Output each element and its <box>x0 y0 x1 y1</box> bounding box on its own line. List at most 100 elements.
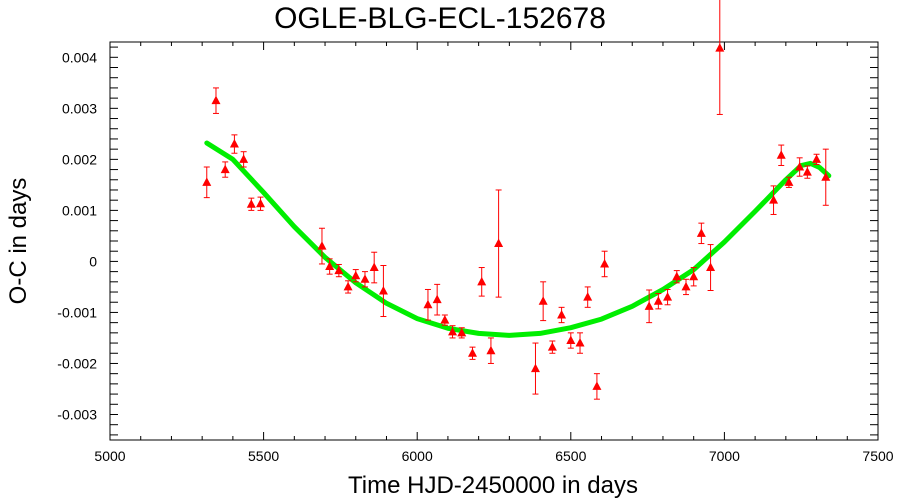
triangle-marker <box>706 262 716 272</box>
data-point <box>644 289 654 324</box>
x-tick-label: 6500 <box>555 448 586 464</box>
triangle-marker <box>229 139 239 148</box>
triangle-marker <box>663 292 673 301</box>
data-point <box>821 148 831 206</box>
triangle-marker <box>360 274 370 283</box>
triangle-marker <box>557 309 567 319</box>
data-point <box>220 161 230 178</box>
data-point <box>583 286 593 308</box>
y-tick-label: -0.002 <box>57 355 97 371</box>
triangle-marker <box>317 241 327 250</box>
triangle-marker <box>351 270 361 280</box>
data-point <box>592 373 602 400</box>
data-point <box>325 258 335 275</box>
data-point <box>423 288 433 321</box>
triangle-marker <box>776 150 786 159</box>
data-point <box>239 151 249 168</box>
triangle-marker <box>672 271 682 281</box>
triangle-marker <box>423 299 433 309</box>
data-point <box>653 293 663 310</box>
x-tick-label: 7500 <box>862 448 893 464</box>
triangle-marker <box>583 292 593 301</box>
triangle-marker <box>653 296 663 305</box>
data-point <box>351 269 361 283</box>
data-point <box>494 189 504 298</box>
data-point <box>369 251 379 284</box>
triangle-marker <box>440 315 450 324</box>
y-tick-label: -0.003 <box>57 406 97 422</box>
data-point <box>776 144 786 166</box>
triangle-marker <box>696 228 706 237</box>
triangle-marker <box>477 276 487 286</box>
y-tick-label: 0.004 <box>62 49 97 65</box>
data-point <box>334 263 344 278</box>
y-tick-label: 0.003 <box>62 100 97 116</box>
data-point <box>689 267 699 287</box>
fit-curve <box>204 140 832 338</box>
data-point <box>360 271 370 288</box>
triangle-marker <box>256 198 266 208</box>
x-tick-label: 7000 <box>709 448 740 464</box>
data-point <box>246 197 256 211</box>
triangle-marker <box>486 345 496 355</box>
data-point <box>575 332 585 354</box>
y-tick-label: 0 <box>89 253 97 269</box>
data-point <box>343 280 353 294</box>
data-point <box>457 327 467 339</box>
triangle-marker <box>681 281 691 291</box>
data-point <box>229 134 239 154</box>
data-point <box>663 288 673 306</box>
triangle-marker <box>644 301 654 310</box>
triangle-marker <box>715 43 725 52</box>
triangle-marker <box>220 164 230 174</box>
triangle-marker <box>334 265 344 275</box>
x-tick-label: 5500 <box>248 448 279 464</box>
data-points-layer <box>202 0 831 400</box>
data-point <box>600 250 610 278</box>
data-point <box>557 306 567 324</box>
data-point <box>812 153 822 165</box>
triangle-marker <box>246 199 256 208</box>
y-axis: -0.003 -0.002 -0.001 0 0.001 0.002 0.003 0.004 <box>57 46 878 436</box>
data-point <box>706 244 716 291</box>
data-point <box>317 227 327 265</box>
data-point <box>715 0 725 115</box>
triangle-marker <box>432 294 442 304</box>
data-point <box>802 165 812 179</box>
triangle-marker <box>538 296 548 305</box>
data-point <box>440 314 450 326</box>
plot-frame <box>109 41 879 441</box>
data-point <box>448 325 458 339</box>
data-point <box>211 87 221 114</box>
triangle-marker <box>566 335 576 344</box>
data-point <box>784 176 794 188</box>
triangle-marker <box>769 195 779 204</box>
triangle-marker <box>784 177 794 186</box>
data-point <box>696 222 706 245</box>
data-point <box>672 270 682 284</box>
x-tick-label: 6000 <box>402 448 433 464</box>
data-point <box>538 281 548 322</box>
triangle-marker <box>530 363 540 373</box>
data-point <box>547 340 557 354</box>
triangle-marker <box>202 177 212 186</box>
triangle-marker <box>802 167 812 176</box>
triangle-marker <box>369 262 379 272</box>
y-tick-label: 0.001 <box>62 202 97 218</box>
chart-title: OGLE-BLG-ECL-152678 <box>274 2 606 35</box>
triangle-marker <box>494 238 504 248</box>
x-tick-label: 5000 <box>94 448 125 464</box>
triangle-marker <box>448 326 458 336</box>
triangle-marker <box>325 261 335 271</box>
y-tick-label: 0.002 <box>62 151 97 167</box>
triangle-marker <box>795 162 805 171</box>
triangle-marker <box>547 342 557 351</box>
triangle-marker <box>467 348 477 357</box>
triangle-marker <box>575 338 585 347</box>
data-point <box>256 196 266 211</box>
data-point <box>432 283 442 316</box>
triangle-marker <box>239 154 249 163</box>
data-point <box>530 342 540 395</box>
data-point <box>681 278 691 296</box>
